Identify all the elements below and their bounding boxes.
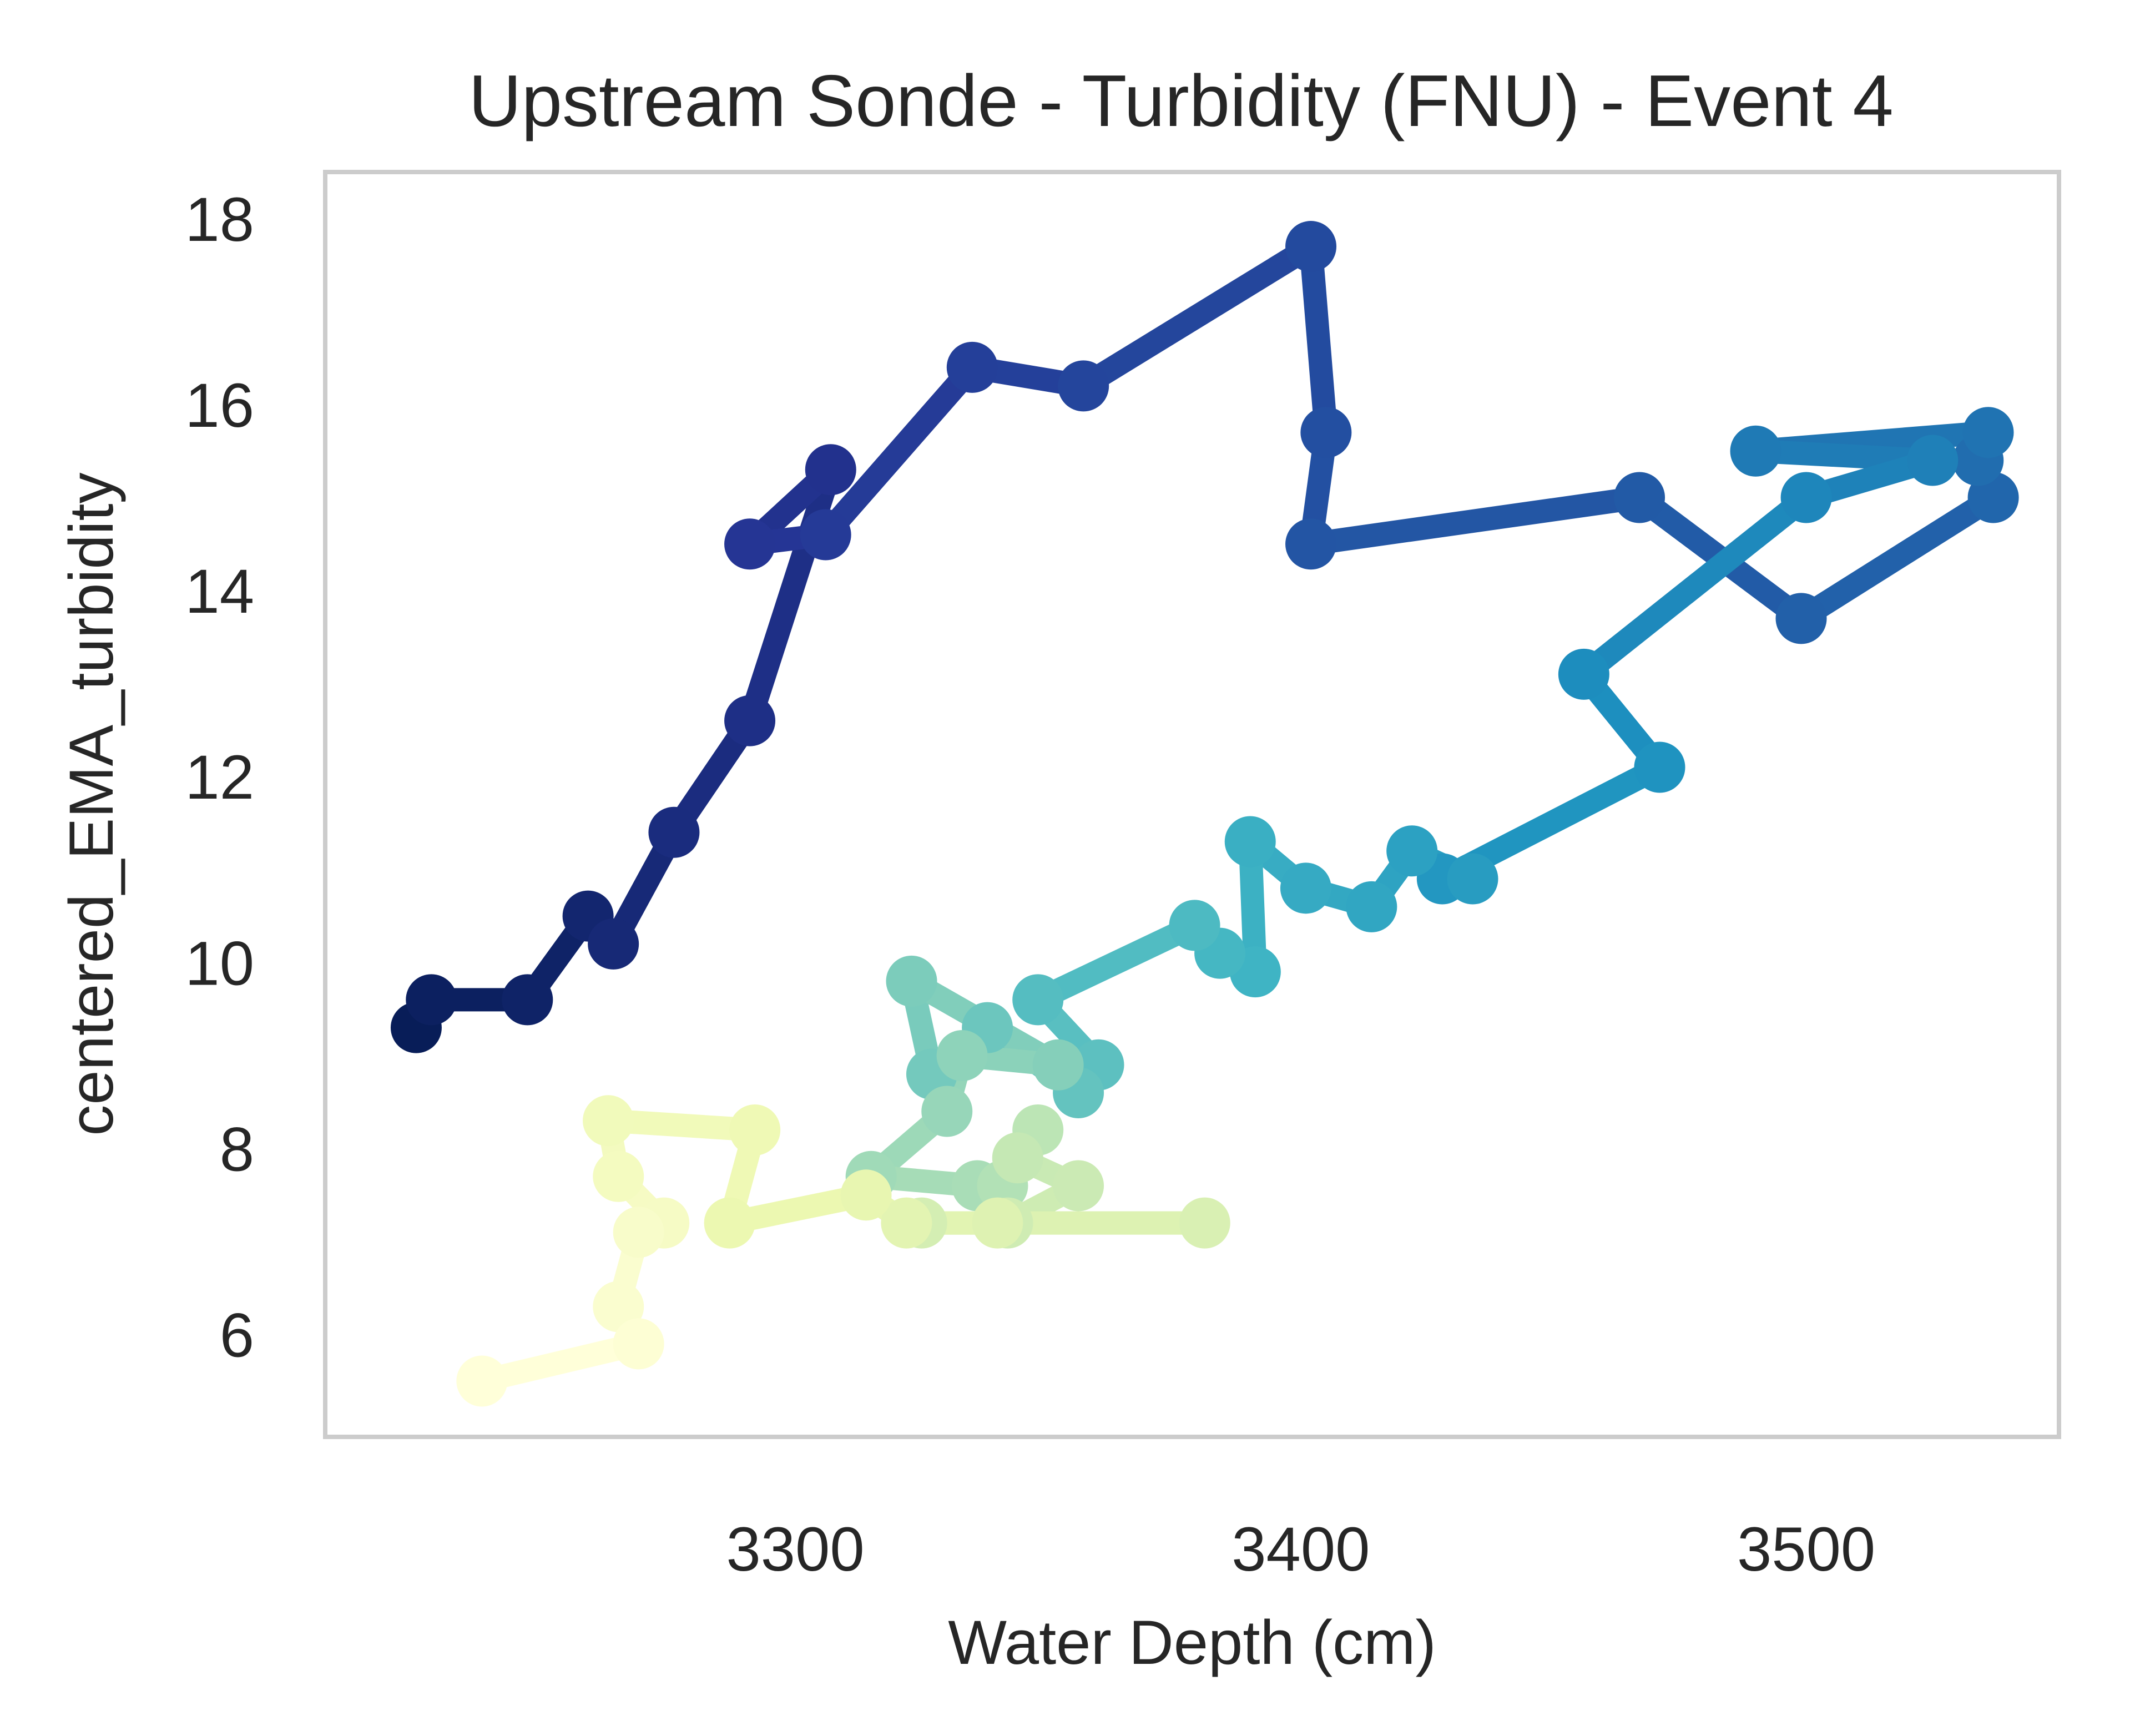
data-point <box>613 1318 664 1370</box>
data-point <box>992 1132 1043 1184</box>
y-tick-label: 12 <box>185 743 254 812</box>
data-point <box>1730 425 1781 477</box>
line-segment <box>470 1332 650 1393</box>
plot-area <box>323 170 2061 1439</box>
y-tick-label: 6 <box>220 1301 254 1370</box>
data-point <box>805 444 856 496</box>
data-point <box>724 518 776 570</box>
data-point <box>886 955 937 1007</box>
data-point <box>800 509 851 561</box>
data-point <box>724 695 776 746</box>
data-point <box>1962 407 2014 458</box>
line-segment <box>1072 235 1323 398</box>
data-point <box>1614 472 1665 523</box>
data-point <box>1775 593 1827 644</box>
data-point <box>1634 741 1685 793</box>
x-axis-label: Water Depth (cm) <box>948 1608 1436 1677</box>
data-point <box>1558 648 1609 700</box>
data-point <box>972 1197 1023 1249</box>
data-point <box>921 1086 973 1137</box>
data-point <box>1058 360 1109 412</box>
data-point <box>1346 881 1397 932</box>
data-point <box>1386 825 1438 877</box>
data-point <box>881 1197 932 1249</box>
data-point <box>1300 407 1352 458</box>
data-point <box>1907 435 1959 486</box>
y-tick-label: 10 <box>185 928 254 998</box>
y-axis: 6 8 10 12 14 16 18 <box>185 185 254 1370</box>
y-tick-label: 8 <box>220 1115 254 1184</box>
chart-title: Upstream Sonde - Turbidity (FNU) - Event… <box>468 60 1894 142</box>
data-point <box>588 918 639 970</box>
data-point <box>406 974 457 1026</box>
line-segment <box>1572 486 1818 686</box>
data-point <box>1280 862 1331 914</box>
data-point <box>502 974 553 1026</box>
data-point <box>946 341 998 393</box>
data-point <box>1224 816 1276 867</box>
data-point <box>648 806 700 858</box>
y-tick-label: 14 <box>185 557 254 626</box>
data-point <box>1169 900 1220 951</box>
data-point <box>456 1355 508 1407</box>
x-axis: 3300 3400 3500 <box>726 1515 1875 1584</box>
line-segment <box>814 355 984 547</box>
line-segment <box>1299 235 1338 445</box>
data-point <box>583 1095 634 1147</box>
data-point <box>1053 1160 1104 1212</box>
x-tick-label: 3300 <box>726 1515 864 1584</box>
data-point <box>704 1197 755 1249</box>
y-tick-label: 16 <box>185 371 254 440</box>
data-point <box>1285 518 1337 570</box>
data-point <box>613 1207 664 1258</box>
x-tick-label: 3400 <box>1231 1515 1370 1584</box>
data-point <box>1032 1039 1084 1091</box>
data-points <box>390 221 2019 1407</box>
y-tick-label: 18 <box>185 185 254 254</box>
data-point <box>1780 472 1832 523</box>
data-point <box>593 1150 644 1202</box>
data-point <box>1179 1197 1230 1249</box>
line-segment <box>1026 914 1207 1012</box>
data-point <box>1012 974 1064 1026</box>
x-tick-label: 3500 <box>1737 1515 1875 1584</box>
y-axis-label: centered_EMA_turbidity <box>57 472 126 1136</box>
data-point <box>840 1169 892 1221</box>
data-point <box>936 1030 988 1081</box>
data-point <box>593 1281 644 1333</box>
line-segment <box>1789 486 2005 630</box>
data-point <box>729 1104 781 1156</box>
data-point <box>1447 853 1498 905</box>
line-segment <box>1299 486 1652 556</box>
data-point <box>1285 221 1337 272</box>
